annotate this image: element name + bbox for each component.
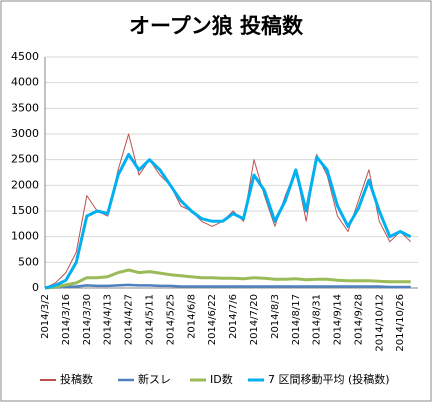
x-tick-label: 2014/8/3 — [270, 294, 281, 339]
series-line — [44, 283, 411, 290]
legend-label: ID数 — [210, 373, 233, 386]
y-tick-label: 1500 — [11, 204, 39, 217]
x-tick-label: 2014/6/22 — [207, 294, 218, 345]
series-line — [44, 268, 411, 290]
y-tick-label: 0 — [32, 281, 39, 294]
y-tick-label: 3500 — [11, 101, 39, 114]
x-tick-label: 2014/4/27 — [124, 294, 135, 345]
x-tick-label: 2014/9/28 — [353, 294, 364, 345]
legend-label: 新スレ — [138, 372, 171, 386]
x-tick-label: 2014/6/8 — [186, 294, 197, 339]
x-tick-label: 2014/5/11 — [144, 294, 155, 345]
series-line — [44, 153, 412, 290]
x-tick-label: 2014/10/12 — [374, 294, 385, 352]
y-tick-label: 2000 — [11, 178, 39, 191]
y-tick-label: 2500 — [11, 153, 39, 166]
chart-title: オープン狼 投稿数 — [129, 14, 304, 38]
x-tick-label: 2014/7/20 — [249, 294, 260, 345]
x-tick-label: 2014/8/31 — [312, 294, 323, 345]
y-tick-label: 3000 — [11, 127, 39, 140]
x-tick-label: 2014/4/13 — [103, 294, 114, 345]
y-tick-label: 500 — [18, 255, 39, 268]
x-tick-label: 2014/3/16 — [61, 294, 72, 345]
x-tick-label: 2014/3/30 — [82, 294, 93, 345]
legend-label: 投稿数 — [60, 372, 93, 386]
y-tick-label: 4000 — [11, 76, 39, 89]
x-tick-label: 2014/7/6 — [228, 294, 239, 339]
x-tick-label: 2014/5/25 — [165, 294, 176, 345]
y-tick-label: 4500 — [11, 50, 39, 63]
x-tick-label: 2014/9/14 — [333, 294, 344, 345]
legend-label: 7 区間移動平均 (投稿数) — [268, 372, 390, 386]
x-tick-label: 2014/3/2 — [40, 294, 51, 339]
y-tick-label: 1000 — [11, 230, 39, 243]
x-tick-label: 2014/8/17 — [291, 294, 302, 345]
x-tick-label: 2014/10/26 — [395, 294, 406, 352]
